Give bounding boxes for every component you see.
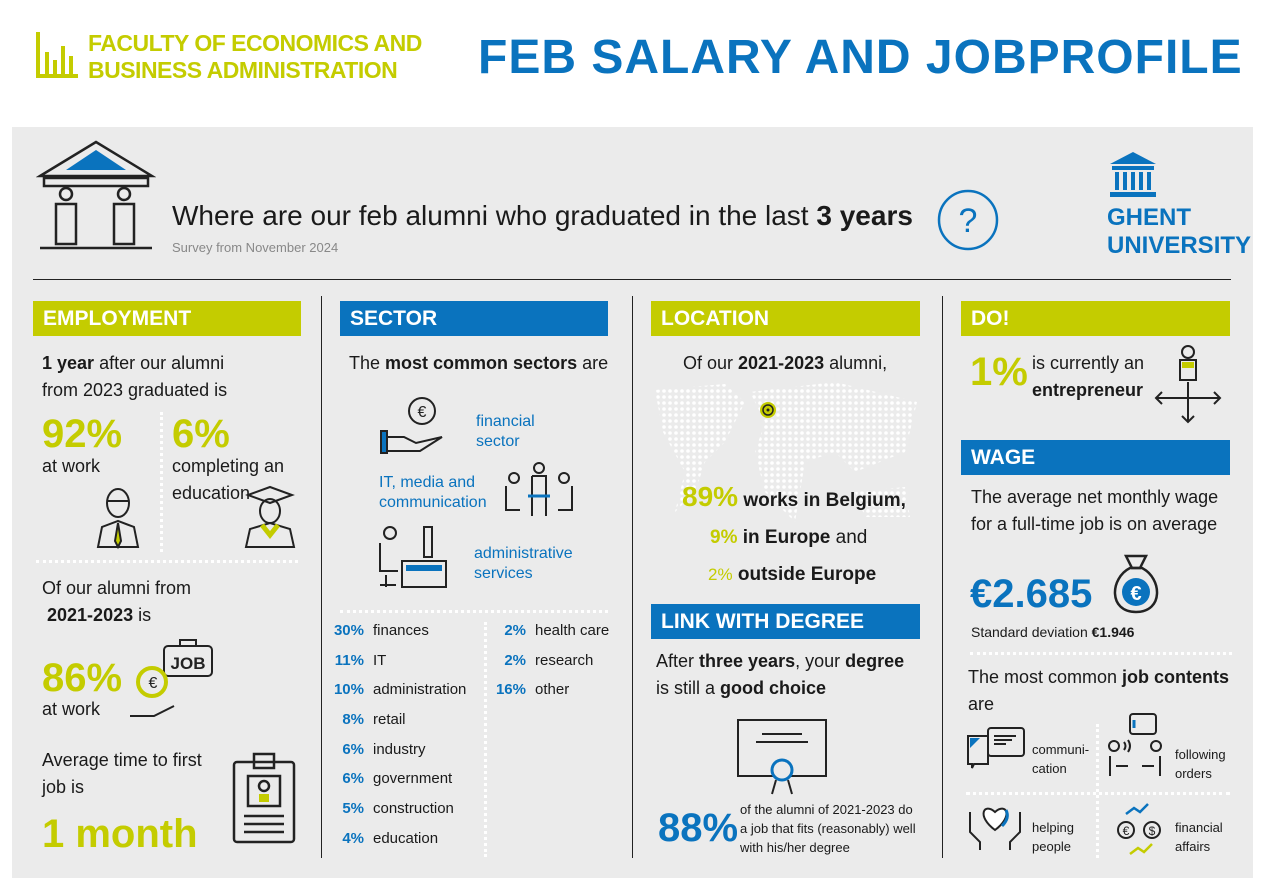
id-badge-icon xyxy=(232,752,296,844)
sector-list-right: 2% health care 2% research 16% other xyxy=(492,622,609,711)
dotted-divider xyxy=(1096,724,1099,858)
employment-intro: 1 year after our alumni from 2023 graduat… xyxy=(42,353,228,400)
faculty-name: FACULTY OF ECONOMICS AND BUSINESS ADMINIS… xyxy=(88,30,422,83)
following-orders-icon xyxy=(1108,713,1162,776)
svg-text:€: € xyxy=(418,404,427,421)
do-heading: DO! xyxy=(961,301,1230,336)
sector-row: 5% construction xyxy=(342,800,454,818)
sector-list-left: 30% finances 11% IT 10% administration 8% re… xyxy=(330,622,466,860)
graduate-icon xyxy=(244,485,296,548)
crossroads-person-icon xyxy=(1154,345,1222,424)
financial-sector-label: financial sector xyxy=(476,413,535,450)
wage-heading: WAGE xyxy=(961,440,1230,475)
sector-row: 11% IT xyxy=(334,651,387,669)
university-building-icon xyxy=(1110,152,1156,197)
sector-heading: SECTOR xyxy=(340,301,608,336)
dotted-divider xyxy=(966,792,1230,795)
time-to-job-label: Average time to first job is xyxy=(42,750,202,797)
sector-row: 10% administration xyxy=(333,681,467,699)
office-worker-icon xyxy=(379,526,447,588)
sector-row: 16% other xyxy=(495,681,570,699)
faculty-logo-icon xyxy=(36,32,78,78)
svg-text:?: ? xyxy=(959,202,978,240)
entrepreneur-label: is currently an entrepreneur xyxy=(1032,353,1145,400)
hand-coin-icon: € xyxy=(380,397,443,454)
job-helping-people: helping people xyxy=(1032,820,1074,854)
location-intro: Of our 2021-2023 alumni, xyxy=(683,353,888,373)
wage-value: €2.685 xyxy=(970,572,1093,616)
job-communication: communi-cation xyxy=(1032,742,1090,776)
sector-row: 30% finances xyxy=(333,622,429,639)
svg-text:€: € xyxy=(1123,824,1130,838)
education-label: completing an education xyxy=(172,456,285,503)
employment-heading: EMPLOYMENT xyxy=(33,301,301,336)
link-degree-heading: LINK WITH DEGREE xyxy=(651,604,920,639)
sector-row: 2% research xyxy=(504,651,594,669)
job-following-orders: following orders xyxy=(1175,747,1226,781)
time-to-job-value: 1 month xyxy=(42,812,198,856)
svg-text:€: € xyxy=(1130,583,1141,605)
divider xyxy=(33,279,1231,280)
sector-row: 8% retail xyxy=(342,711,406,729)
alumni-at-work-label: at work xyxy=(42,699,101,719)
column-divider xyxy=(942,296,943,858)
entrepreneur-pct: 1% xyxy=(970,350,1028,394)
dotted-divider xyxy=(36,560,298,563)
worker-icon xyxy=(96,488,140,550)
intro-question: Where are our feb alumni who graduated i… xyxy=(172,200,913,231)
alumni-at-work-pct: 86% xyxy=(42,656,123,700)
wage-intro: The average net monthly wage for a full-t… xyxy=(971,487,1219,534)
degree-fit-pct: 88% xyxy=(658,806,739,850)
diploma-icon xyxy=(737,719,827,795)
at-work-pct: 92% xyxy=(42,412,123,456)
svg-text:$: $ xyxy=(1149,824,1156,838)
helping-hands-heart-icon xyxy=(969,807,1021,850)
survey-date: Survey from November 2024 xyxy=(172,240,339,255)
meeting-icon xyxy=(505,462,573,516)
job-contents-intro: The most common job contents are xyxy=(968,667,1230,714)
degree-fit-description: of the alumni of 2021-2023 do a job that … xyxy=(740,802,916,855)
chat-bubbles-icon xyxy=(967,727,1025,769)
world-map-dots xyxy=(655,382,917,522)
university-name: GHENT UNIVERSITY xyxy=(1107,204,1252,259)
job-financial-affairs: financial affairs xyxy=(1175,820,1223,854)
location-stats: 89% works in Belgium, 9% in Europe and 2… xyxy=(682,481,906,585)
building-people-icon xyxy=(36,140,156,250)
question-mark-icon: ? xyxy=(937,189,999,251)
column-divider xyxy=(632,296,633,858)
at-work-label: at work xyxy=(42,456,101,476)
dotted-divider xyxy=(970,652,1232,655)
sector-row: 6% industry xyxy=(342,740,426,758)
svg-text:€: € xyxy=(149,675,158,692)
sector-row: 4% education xyxy=(342,829,439,847)
dotted-divider xyxy=(340,610,608,613)
sector-intro: The most common sectors are xyxy=(349,353,609,373)
job-euro-icon: JOB € xyxy=(130,639,213,717)
alumni-intro: Of our alumni from 2021-2023 is xyxy=(42,578,192,625)
location-heading: LOCATION xyxy=(651,301,920,336)
standard-deviation: Standard deviation €1.946 xyxy=(971,624,1135,640)
sector-row: 2% health care xyxy=(504,622,610,639)
dotted-divider xyxy=(160,412,163,552)
it-media-label: IT, media and communication xyxy=(379,474,487,511)
link-degree-intro: After three years, your degree is still a… xyxy=(656,651,905,698)
column-divider xyxy=(321,296,322,858)
money-bag-icon: € xyxy=(1113,554,1159,614)
education-pct: 6% xyxy=(172,412,230,456)
sector-row: 6% government xyxy=(342,770,453,788)
financial-affairs-icon: € $ xyxy=(1117,803,1161,855)
svg-text:JOB: JOB xyxy=(171,654,206,673)
administrative-label: administrative services xyxy=(474,545,573,582)
page-title: FEB SALARY AND JOBPROFILE xyxy=(478,31,1243,84)
dotted-divider xyxy=(484,622,487,857)
